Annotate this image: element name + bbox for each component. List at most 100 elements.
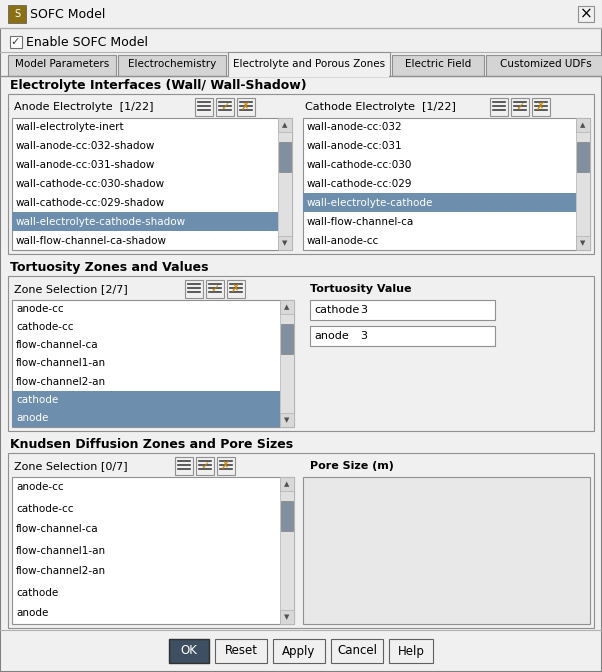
Text: wall-cathode-cc:029: wall-cathode-cc:029 bbox=[307, 179, 412, 189]
Text: Zone Selection [2/7]: Zone Selection [2/7] bbox=[14, 284, 128, 294]
Text: ▲: ▲ bbox=[284, 304, 290, 310]
Text: ✓: ✓ bbox=[210, 284, 219, 294]
Bar bbox=[12, 477, 294, 624]
Bar bbox=[280, 300, 294, 427]
Text: cathode: cathode bbox=[16, 587, 58, 597]
Text: anode: anode bbox=[314, 331, 349, 341]
Bar bbox=[490, 98, 508, 116]
Text: Electric Field: Electric Field bbox=[405, 59, 471, 69]
Text: flow-channel2-an: flow-channel2-an bbox=[16, 566, 106, 577]
Text: Customized UDFs: Customized UDFs bbox=[500, 59, 592, 69]
Text: ✓: ✓ bbox=[220, 102, 229, 112]
Text: ✗: ✗ bbox=[231, 284, 240, 294]
Bar bbox=[310, 326, 495, 346]
Text: ✓: ✓ bbox=[10, 37, 19, 47]
Text: Cathode Electrolyte  [1/22]: Cathode Electrolyte [1/22] bbox=[305, 102, 456, 112]
Text: ✗: ✗ bbox=[241, 102, 250, 112]
Bar bbox=[532, 98, 550, 116]
Bar bbox=[576, 236, 590, 250]
Text: wall-flow-channel-ca: wall-flow-channel-ca bbox=[307, 216, 414, 226]
Text: wall-flow-channel-ca-shadow: wall-flow-channel-ca-shadow bbox=[16, 236, 167, 245]
Bar bbox=[8, 453, 594, 628]
Bar bbox=[331, 639, 383, 663]
Text: SOFC Model: SOFC Model bbox=[30, 7, 105, 21]
Text: wall-cathode-cc:029-shadow: wall-cathode-cc:029-shadow bbox=[16, 198, 166, 208]
Text: cathode-cc: cathode-cc bbox=[16, 503, 73, 513]
Text: S: S bbox=[14, 9, 20, 19]
Text: ▼: ▼ bbox=[282, 240, 288, 246]
Bar bbox=[8, 5, 26, 23]
Bar bbox=[280, 477, 294, 624]
Text: ▲: ▲ bbox=[580, 122, 586, 128]
Text: Knudsen Diffusion Zones and Pore Sizes: Knudsen Diffusion Zones and Pore Sizes bbox=[10, 437, 293, 450]
Bar bbox=[281, 324, 293, 354]
Text: OK: OK bbox=[181, 644, 197, 657]
Bar bbox=[8, 276, 594, 431]
Bar bbox=[389, 639, 433, 663]
Bar bbox=[227, 280, 245, 298]
Text: anode: anode bbox=[16, 413, 48, 423]
Bar bbox=[12, 118, 292, 250]
Bar bbox=[12, 300, 294, 427]
Bar bbox=[278, 118, 292, 132]
Bar bbox=[578, 6, 594, 22]
Text: flow-channel1-an: flow-channel1-an bbox=[16, 358, 106, 368]
Text: Model Parameters: Model Parameters bbox=[15, 59, 109, 69]
Text: ×: × bbox=[580, 7, 592, 22]
Text: 3: 3 bbox=[360, 305, 367, 315]
Text: Cancel: Cancel bbox=[337, 644, 377, 657]
Text: Tortuosity Value: Tortuosity Value bbox=[310, 284, 412, 294]
Text: wall-electrolyte-cathode: wall-electrolyte-cathode bbox=[307, 198, 433, 208]
Text: flow-channel-ca: flow-channel-ca bbox=[16, 340, 99, 350]
Bar bbox=[281, 501, 293, 531]
Text: wall-anode-cc:032-shadow: wall-anode-cc:032-shadow bbox=[16, 141, 155, 151]
Bar bbox=[229, 75, 389, 77]
Bar bbox=[273, 639, 325, 663]
Text: wall-anode-cc:031: wall-anode-cc:031 bbox=[307, 141, 403, 151]
Bar bbox=[576, 118, 590, 132]
Bar bbox=[12, 212, 278, 231]
Text: cathode-cc: cathode-cc bbox=[16, 322, 73, 332]
Text: wall-anode-cc: wall-anode-cc bbox=[307, 236, 379, 245]
Bar bbox=[12, 409, 280, 427]
Text: Zone Selection [0/7]: Zone Selection [0/7] bbox=[14, 461, 128, 471]
Bar bbox=[310, 300, 495, 320]
Bar bbox=[576, 118, 590, 250]
Bar bbox=[280, 300, 294, 314]
Text: flow-channel2-an: flow-channel2-an bbox=[16, 376, 106, 386]
Text: ✓: ✓ bbox=[515, 102, 524, 112]
Bar bbox=[303, 118, 590, 250]
Text: 3: 3 bbox=[360, 331, 367, 341]
Text: ▲: ▲ bbox=[284, 481, 290, 487]
Bar bbox=[215, 639, 267, 663]
Text: ✗: ✗ bbox=[221, 461, 231, 471]
Text: Anode Electrolyte  [1/22]: Anode Electrolyte [1/22] bbox=[14, 102, 154, 112]
Bar bbox=[206, 280, 224, 298]
Text: ▲: ▲ bbox=[282, 122, 288, 128]
Bar bbox=[511, 98, 529, 116]
Text: Enable SOFC Model: Enable SOFC Model bbox=[26, 36, 148, 48]
Text: Electrolyte and Porous Zones: Electrolyte and Porous Zones bbox=[233, 59, 385, 69]
Text: ▼: ▼ bbox=[284, 417, 290, 423]
Bar bbox=[8, 55, 116, 76]
Bar bbox=[229, 75, 389, 77]
Bar bbox=[237, 98, 255, 116]
Bar bbox=[175, 457, 193, 475]
Text: ▼: ▼ bbox=[284, 614, 290, 620]
Text: cathode: cathode bbox=[314, 305, 359, 315]
Text: Tortuosity Zones and Values: Tortuosity Zones and Values bbox=[10, 261, 208, 274]
Text: Help: Help bbox=[397, 644, 424, 657]
Text: anode-cc: anode-cc bbox=[16, 482, 64, 493]
Text: Electrolyte Interfaces (Wall/ Wall-Shadow): Electrolyte Interfaces (Wall/ Wall-Shado… bbox=[10, 79, 306, 93]
Bar bbox=[486, 55, 602, 76]
Bar bbox=[0, 0, 602, 28]
Bar bbox=[196, 457, 214, 475]
Bar bbox=[228, 52, 390, 76]
Text: ▼: ▼ bbox=[580, 240, 586, 246]
Bar bbox=[577, 142, 589, 172]
Text: wall-anode-cc:032: wall-anode-cc:032 bbox=[307, 122, 403, 132]
Bar bbox=[278, 118, 292, 250]
Text: Pore Size (m): Pore Size (m) bbox=[310, 461, 394, 471]
Text: flow-channel-ca: flow-channel-ca bbox=[16, 525, 99, 534]
Text: ✓: ✓ bbox=[200, 461, 209, 471]
